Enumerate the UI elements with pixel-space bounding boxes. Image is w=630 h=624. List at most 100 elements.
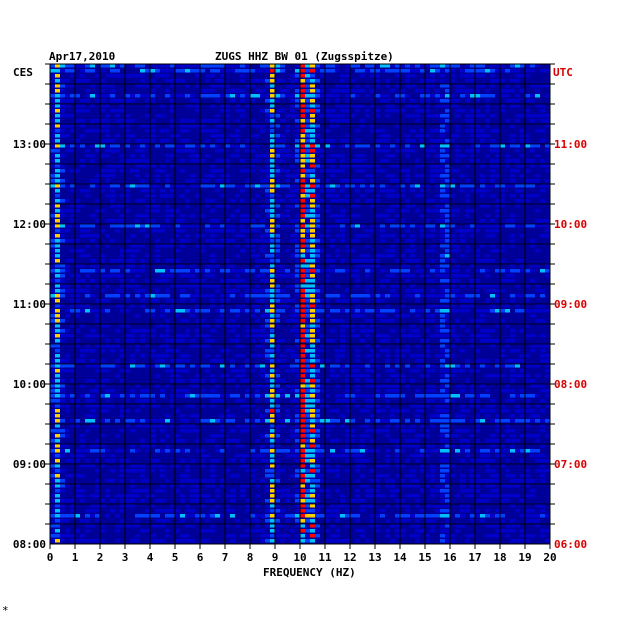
heatmap-cell xyxy=(310,264,315,268)
heatmap-cell xyxy=(440,254,445,258)
heatmap-cell xyxy=(270,514,275,518)
heatmap-cell xyxy=(490,474,495,478)
heatmap-cell xyxy=(320,474,325,478)
heatmap-cell xyxy=(325,314,330,318)
heatmap-cell xyxy=(375,384,380,388)
heatmap-cell xyxy=(270,379,275,383)
heatmap-cell xyxy=(470,69,475,73)
heatmap-cell xyxy=(365,419,370,423)
heatmap-cell xyxy=(100,84,105,88)
heatmap-cell xyxy=(205,154,210,158)
heatmap-cell xyxy=(545,389,550,393)
heatmap-cell xyxy=(110,169,115,173)
heatmap-cell xyxy=(280,109,285,113)
heatmap-cell xyxy=(350,369,355,373)
heatmap-cell xyxy=(485,234,490,238)
heatmap-cell xyxy=(120,164,125,168)
heatmap-cell xyxy=(330,124,335,128)
heatmap-cell xyxy=(255,319,260,323)
heatmap-cell xyxy=(410,189,415,193)
heatmap-cell xyxy=(435,184,440,188)
heatmap-cell xyxy=(470,149,475,153)
heatmap-cell xyxy=(330,164,335,168)
heatmap-cell xyxy=(130,259,135,263)
heatmap-cell xyxy=(460,414,465,418)
heatmap-cell xyxy=(340,114,345,118)
heatmap-cell xyxy=(485,499,490,503)
heatmap-cell xyxy=(430,474,435,478)
heatmap-cell xyxy=(165,174,170,178)
heatmap-cell xyxy=(385,434,390,438)
heatmap-cell xyxy=(530,384,535,388)
heatmap-cell xyxy=(455,334,460,338)
heatmap-cell xyxy=(540,384,545,388)
heatmap-cell xyxy=(505,84,510,88)
heatmap-cell xyxy=(260,414,265,418)
heatmap-cell xyxy=(150,299,155,303)
heatmap-cell xyxy=(275,434,280,438)
heatmap-cell xyxy=(295,444,300,448)
heatmap-cell xyxy=(305,369,310,373)
heatmap-cell xyxy=(305,84,310,88)
heatmap-cell xyxy=(85,189,90,193)
heatmap-cell xyxy=(395,454,400,458)
heatmap-cell xyxy=(85,349,90,353)
heatmap-cell xyxy=(305,409,310,413)
heatmap-cell xyxy=(55,524,60,528)
heatmap-cell xyxy=(450,139,455,143)
heatmap-cell xyxy=(85,344,90,348)
heatmap-cell xyxy=(175,314,180,318)
heatmap-cell xyxy=(420,309,425,313)
heatmap-cell xyxy=(480,499,485,503)
heatmap-cell xyxy=(145,139,150,143)
heatmap-cell xyxy=(525,179,530,183)
heatmap-cell xyxy=(295,449,300,453)
heatmap-cell xyxy=(475,499,480,503)
heatmap-cell xyxy=(300,484,305,488)
heatmap-cell xyxy=(385,174,390,178)
heatmap-cell xyxy=(230,439,235,443)
heatmap-cell xyxy=(275,304,280,308)
heatmap-cell xyxy=(230,379,235,383)
heatmap-cell xyxy=(370,69,375,73)
heatmap-cell xyxy=(470,159,475,163)
heatmap-cell xyxy=(295,399,300,403)
heatmap-cell xyxy=(335,94,340,98)
heatmap-cell xyxy=(320,399,325,403)
heatmap-cell xyxy=(545,234,550,238)
heatmap-cell xyxy=(75,339,80,343)
heatmap-cell xyxy=(480,309,485,313)
heatmap-cell xyxy=(230,459,235,463)
heatmap-cell xyxy=(440,319,445,323)
heatmap-cell xyxy=(480,384,485,388)
heatmap-cell xyxy=(295,174,300,178)
heatmap-cell xyxy=(190,484,195,488)
heatmap-cell xyxy=(220,294,225,298)
heatmap-cell xyxy=(490,79,495,83)
heatmap-cell xyxy=(405,174,410,178)
heatmap-cell xyxy=(220,279,225,283)
heatmap-cell xyxy=(535,309,540,313)
heatmap-cell xyxy=(395,164,400,168)
heatmap-cell xyxy=(355,139,360,143)
heatmap-cell xyxy=(385,184,390,188)
heatmap-cell xyxy=(145,194,150,198)
heatmap-cell xyxy=(150,419,155,423)
heatmap-cell xyxy=(515,69,520,73)
heatmap-cell xyxy=(120,504,125,508)
heatmap-cell xyxy=(230,514,235,518)
heatmap-cell xyxy=(335,359,340,363)
heatmap-cell xyxy=(235,144,240,148)
heatmap-cell xyxy=(235,149,240,153)
heatmap-cell xyxy=(100,344,105,348)
heatmap-cell xyxy=(420,64,425,68)
heatmap-cell xyxy=(175,529,180,533)
heatmap-cell xyxy=(265,119,270,123)
heatmap-cell xyxy=(180,299,185,303)
heatmap-cell xyxy=(170,239,175,243)
heatmap-cell xyxy=(130,449,135,453)
heatmap-cell xyxy=(375,94,380,98)
heatmap-cell xyxy=(85,244,90,248)
heatmap-cell xyxy=(325,139,330,143)
heatmap-cell xyxy=(450,104,455,108)
